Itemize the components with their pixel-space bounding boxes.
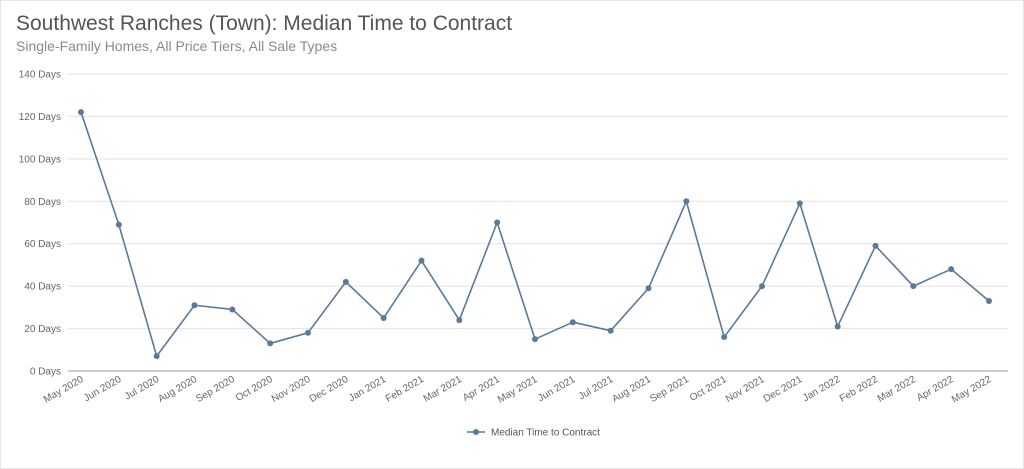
data-point	[494, 219, 501, 226]
data-point	[456, 317, 463, 324]
data-point	[115, 221, 122, 228]
gridlines	[68, 73, 1008, 372]
data-point	[834, 323, 841, 330]
x-tick-label: Apr 2021	[461, 374, 502, 404]
x-tick-label: Jun 2021	[536, 374, 578, 404]
data-point	[645, 285, 652, 292]
data-point	[153, 353, 160, 360]
legend-label: Median Time to Contract	[491, 428, 600, 439]
x-tick-label: Oct 2021	[688, 374, 729, 404]
x-tick-label: Mar 2022	[876, 374, 918, 405]
y-tick-label: 40 Days	[24, 282, 61, 293]
data-point	[267, 340, 274, 347]
y-tick-label: 140 Days	[19, 70, 61, 81]
x-tick-label: Mar 2021	[422, 374, 464, 405]
y-tick-label: 120 Days	[19, 112, 61, 123]
chart-title: Southwest Ranches (Town): Median Time to…	[16, 12, 513, 35]
x-tick-label: Dec 2021	[762, 374, 805, 405]
data-point	[305, 329, 311, 336]
x-tick-label: Jul 2021	[577, 374, 616, 403]
series-line	[80, 111, 990, 357]
x-tick-label: Sep 2020	[194, 374, 237, 405]
chart-subtitle: Single-Family Homes, All Price Tiers, Al…	[16, 38, 338, 54]
data-point	[683, 198, 690, 205]
x-tick-label: Oct 2020	[234, 374, 275, 404]
data-point	[191, 302, 198, 309]
x-tick-label: May 2021	[496, 374, 540, 406]
x-tick-label: Dec 2020	[308, 374, 351, 405]
legend[interactable]: Median Time to Contract	[467, 428, 600, 439]
data-point	[796, 200, 803, 207]
data-point	[721, 334, 728, 341]
x-tick-label: Feb 2021	[384, 374, 426, 405]
x-tick-label: Aug 2020	[156, 374, 199, 405]
legend-marker-icon	[473, 429, 479, 435]
data-point	[380, 314, 387, 321]
x-tick-label: Jun 2020	[82, 374, 124, 404]
x-tick-label: Jan 2021	[347, 374, 389, 404]
series-median-time-to-contract	[78, 109, 992, 360]
data-point	[229, 306, 236, 313]
data-point	[910, 283, 917, 290]
data-point	[78, 109, 84, 116]
x-tick-label: May 2022	[950, 374, 994, 406]
data-point	[607, 327, 614, 334]
data-point	[418, 257, 425, 264]
x-tick-label: Aug 2021	[610, 374, 653, 405]
x-tick-label: May 2020	[42, 374, 86, 406]
data-point	[759, 283, 765, 290]
x-tick-label: Nov 2020	[270, 374, 313, 405]
x-tick-label: Feb 2022	[838, 374, 880, 405]
data-point	[872, 242, 879, 249]
x-tick-label: Apr 2022	[915, 374, 956, 404]
x-tick-label: Jul 2020	[123, 374, 162, 403]
data-point	[569, 319, 576, 326]
y-tick-label: 60 Days	[24, 239, 61, 250]
x-tick-label: Sep 2021	[648, 374, 691, 405]
data-point	[986, 297, 992, 304]
y-tick-label: 20 Days	[24, 324, 61, 335]
y-tick-label: 0 Days	[30, 367, 61, 378]
data-point	[948, 266, 955, 273]
x-tick-label: Nov 2021	[724, 374, 767, 405]
data-point	[342, 278, 349, 285]
y-tick-label: 80 Days	[24, 197, 61, 208]
y-tick-label: 100 Days	[19, 154, 61, 165]
x-tick-label: Jan 2022	[801, 374, 843, 404]
data-point	[532, 336, 538, 343]
y-axis: 0 Days 20 Days 40 Days 60 Days 80 Days 100 Da…	[19, 70, 61, 378]
